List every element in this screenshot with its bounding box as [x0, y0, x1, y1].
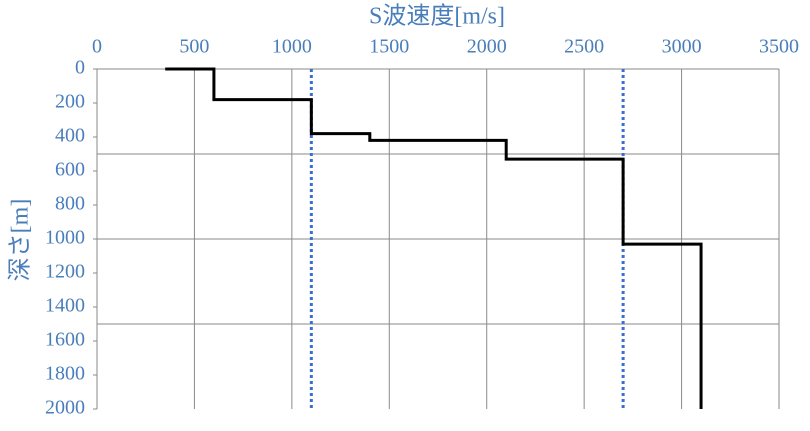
x-tick-label: 1000	[272, 36, 312, 58]
y-tick-label: 1000	[45, 227, 85, 249]
y-tick-label: 1400	[45, 295, 85, 317]
y-tick-label: 1600	[45, 329, 85, 351]
y-tick-label: 400	[55, 125, 85, 147]
y-tick-label: 2000	[45, 397, 85, 419]
y-tick-label: 1200	[45, 261, 85, 283]
y-tick-label: 0	[75, 57, 85, 79]
velocity-line	[165, 67, 703, 409]
x-axis-label: S波速度[m/s]	[369, 3, 505, 30]
x-tick-label: 3000	[662, 36, 702, 58]
y-axis-label: 深さ[m]	[7, 199, 34, 282]
y-tick-label: 1800	[45, 363, 85, 385]
y-tick-label: 200	[55, 91, 85, 113]
y-tick-label: 800	[55, 193, 85, 215]
y-tick-label: 600	[55, 159, 85, 181]
x-tick-label: 0	[92, 36, 102, 58]
x-tick-label: 2000	[467, 36, 507, 58]
x-tick-label: 500	[179, 36, 209, 58]
x-tick-label: 3500	[759, 36, 799, 58]
x-tick-label: 2500	[564, 36, 604, 58]
x-tick-label: 1500	[369, 36, 409, 58]
